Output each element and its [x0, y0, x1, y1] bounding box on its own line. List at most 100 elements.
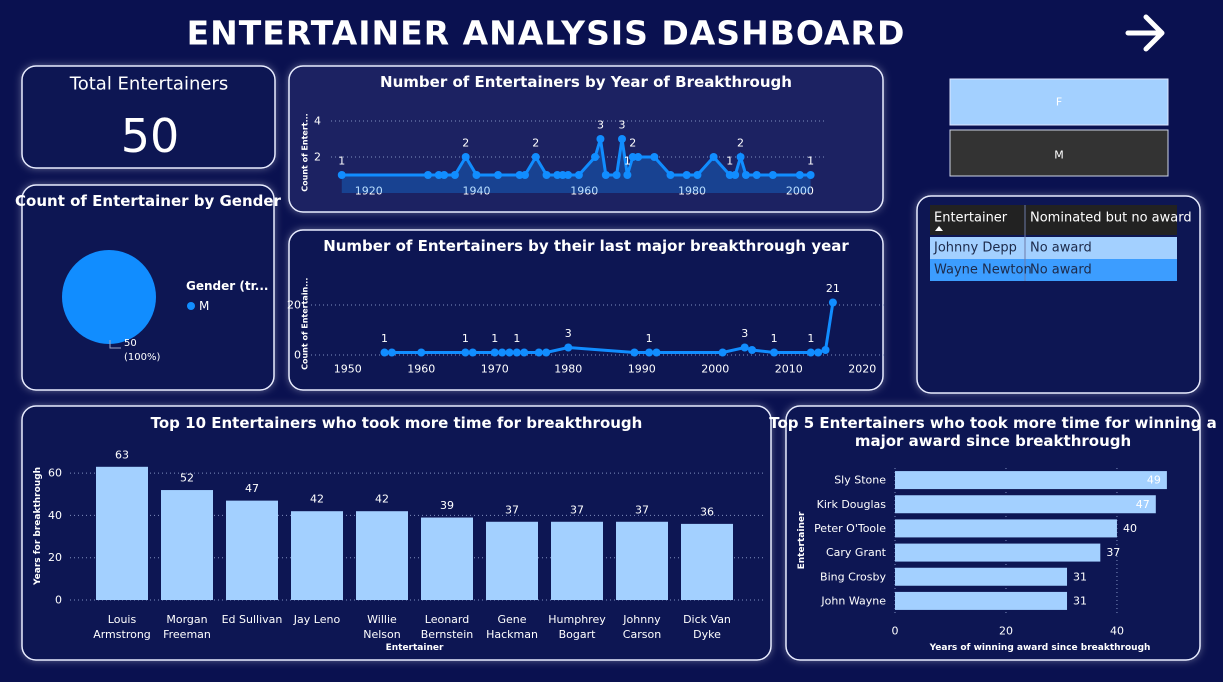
data-label: 1	[462, 332, 469, 345]
dashboard-title: ENTERTAINER ANALYSIS DASHBOARD	[187, 14, 906, 53]
table-cell: Wayne Newton	[934, 263, 1032, 278]
y-tick-label: Bing Crosby	[820, 570, 886, 583]
bar	[895, 543, 1101, 562]
leader-line	[109, 340, 121, 349]
bar	[895, 495, 1156, 514]
bar	[161, 490, 213, 600]
y-tick-label: 20	[48, 551, 62, 564]
data-label: 2	[532, 137, 539, 150]
next-page-arrow[interactable]	[1125, 14, 1165, 52]
y-tick-label: 40	[48, 509, 62, 522]
table-header	[930, 205, 1177, 235]
chart-title: Number of Entertainers by their last maj…	[323, 237, 849, 255]
slicer-label: F	[1056, 96, 1062, 109]
data-label: 2	[737, 137, 744, 150]
point	[520, 348, 529, 357]
slicer-option[interactable]	[949, 78, 1169, 126]
point	[472, 171, 481, 179]
y-tick-label: 2	[314, 151, 321, 164]
data-label: 1	[807, 155, 814, 168]
data-label: 37	[1106, 546, 1120, 559]
data-label: 39	[440, 499, 454, 512]
bar	[895, 519, 1117, 538]
point	[531, 153, 540, 161]
point	[337, 171, 346, 179]
data-label: 2	[462, 137, 469, 150]
chart-title: Count of Entertainer by Gender	[15, 192, 282, 210]
data-label: 21	[826, 282, 840, 295]
data-label: 1	[771, 332, 778, 345]
x-tick-label: 1980	[678, 185, 706, 198]
x-tick-label: 40	[1110, 625, 1124, 638]
x-axis-title: Entertainer	[386, 643, 444, 653]
y-axis-title: Count of Entert...	[301, 113, 310, 191]
x-tick-label: Humphrey Bogart	[548, 613, 606, 641]
point	[623, 171, 632, 179]
table-header-cell[interactable]: Entertainer	[934, 211, 1008, 226]
bar	[895, 591, 1068, 610]
x-tick-label: 0	[892, 625, 899, 638]
table-cell: No award	[1030, 241, 1092, 256]
x-tick-label: 1980	[554, 363, 582, 376]
data-label: 37	[505, 503, 519, 516]
chart-title: Top 10 Entertainers who took more time f…	[151, 414, 643, 432]
data-label: 37	[635, 503, 649, 516]
bar	[551, 521, 603, 600]
data-label: 42	[375, 493, 389, 506]
x-tick-label: Jay Leno	[293, 613, 341, 626]
data-label: 36	[700, 505, 714, 518]
data-label: 3	[741, 327, 748, 340]
point	[461, 153, 470, 161]
x-tick-label: Johnny Carson	[622, 613, 661, 641]
point	[630, 348, 639, 357]
point	[387, 348, 396, 357]
point	[498, 348, 507, 357]
y-tick-label: 20	[287, 299, 301, 312]
data-label: 1	[513, 332, 520, 345]
x-tick-label: 1960	[407, 363, 435, 376]
point	[806, 348, 815, 357]
table-row[interactable]	[930, 259, 1177, 281]
x-tick-label: 1940	[463, 185, 491, 198]
sort-icon	[935, 226, 943, 231]
bar	[895, 567, 1068, 586]
data-label: 42	[310, 493, 324, 506]
x-tick-label: 2000	[786, 185, 814, 198]
point	[645, 348, 654, 357]
kpi-value: 50	[121, 109, 180, 163]
data-label: 37	[570, 503, 584, 516]
kpi-label: Total Entertainers	[69, 74, 228, 95]
table-row[interactable]	[930, 237, 1177, 259]
data-label: 3	[565, 327, 572, 340]
x-tick-label: 1970	[481, 363, 509, 376]
point	[564, 343, 573, 352]
x-tick-label: 2010	[775, 363, 803, 376]
x-tick-label: 1950	[334, 363, 362, 376]
y-tick-label: Kirk Douglas	[817, 498, 887, 511]
chart-title: Number of Entertainers by Year of Breakt…	[380, 73, 792, 91]
point	[634, 153, 643, 161]
bar	[291, 511, 343, 600]
bar	[895, 471, 1167, 490]
point	[380, 348, 389, 357]
data-label: 1	[491, 332, 498, 345]
slicer-option[interactable]	[949, 129, 1169, 177]
y-tick-label: Cary Grant	[826, 546, 887, 559]
bar	[486, 521, 538, 600]
point	[596, 135, 605, 143]
data-label: 47	[245, 482, 259, 495]
x-tick-label: Dick Van Dyke	[683, 613, 731, 641]
x-tick-label: 2000	[701, 363, 729, 376]
table-header-cell[interactable]: Nominated but no award	[1030, 211, 1192, 226]
point	[521, 171, 529, 179]
y-tick-label: Sly Stone	[834, 474, 886, 487]
point	[450, 171, 459, 179]
x-tick-label: 20	[999, 625, 1013, 638]
bar	[421, 517, 473, 600]
x-tick-label: 1920	[355, 185, 383, 198]
y-axis-title: Count of Entertain...	[301, 278, 310, 370]
x-tick-label: Ed Sullivan	[222, 613, 283, 626]
point	[666, 171, 675, 179]
point	[731, 171, 740, 179]
